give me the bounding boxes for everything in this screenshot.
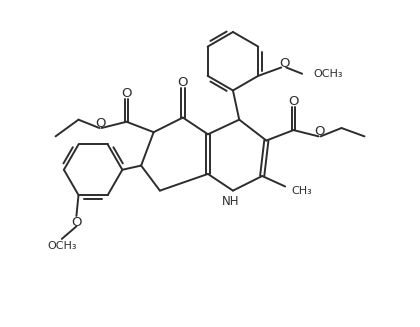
Text: NH: NH <box>222 195 240 208</box>
Text: O: O <box>279 57 290 70</box>
Text: OCH₃: OCH₃ <box>47 241 76 251</box>
Text: CH₃: CH₃ <box>291 186 312 197</box>
Text: O: O <box>121 87 132 100</box>
Text: O: O <box>95 116 106 129</box>
Text: O: O <box>288 95 299 108</box>
Text: O: O <box>178 77 188 89</box>
Text: OCH₃: OCH₃ <box>314 69 343 79</box>
Text: O: O <box>71 216 81 229</box>
Text: O: O <box>314 125 325 138</box>
